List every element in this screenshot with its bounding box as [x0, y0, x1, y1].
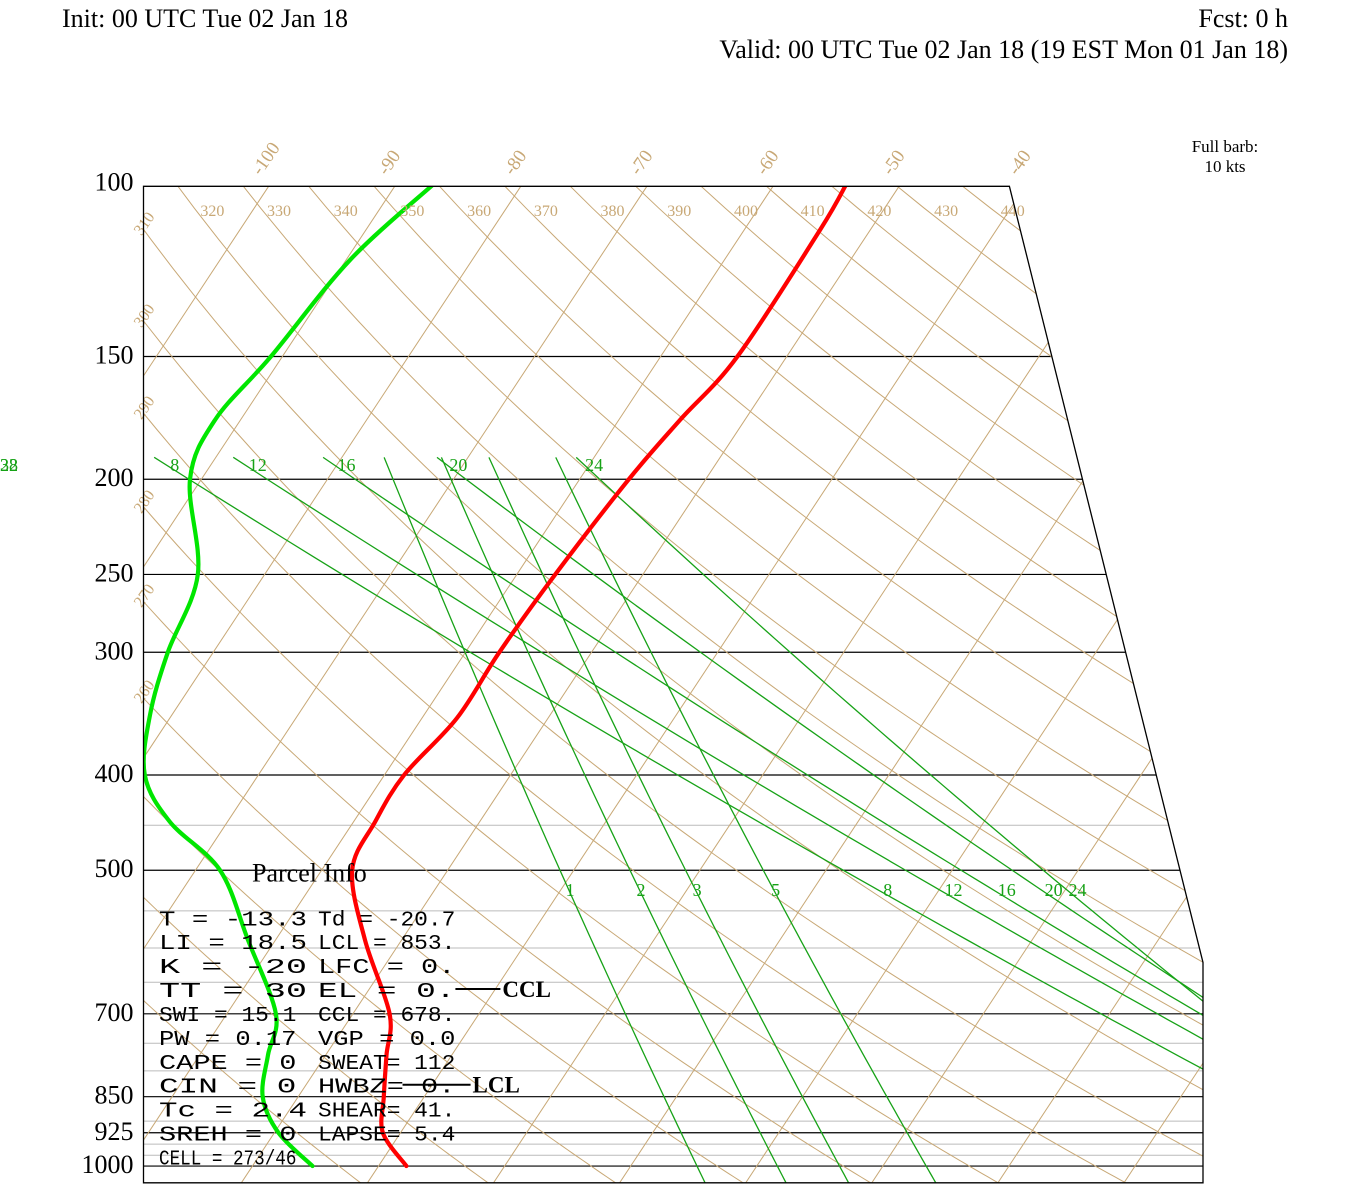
- svg-text:350: 350: [400, 203, 424, 220]
- svg-text:HWBZ= 0.: HWBZ= 0.: [318, 1077, 455, 1100]
- svg-text:SWEAT= 112: SWEAT= 112: [318, 1053, 455, 1076]
- svg-text:CIN = 0: CIN = 0: [159, 1077, 296, 1100]
- svg-text:925: 925: [95, 1117, 134, 1146]
- svg-text:700: 700: [95, 998, 134, 1027]
- svg-text:400: 400: [734, 203, 758, 220]
- svg-text:3: 3: [693, 880, 702, 900]
- svg-text:LFC = 0.: LFC = 0.: [318, 957, 455, 980]
- svg-text:16: 16: [998, 880, 1016, 900]
- svg-text:8: 8: [170, 455, 179, 475]
- svg-text:330: 330: [267, 203, 291, 220]
- svg-text:K = -20: K = -20: [159, 957, 307, 980]
- svg-text:T = -13.3: T = -13.3: [159, 909, 307, 932]
- svg-text:32: 32: [0, 455, 18, 475]
- svg-text:LCL = 853.: LCL = 853.: [318, 933, 455, 956]
- svg-text:Parcel Info: Parcel Info: [252, 858, 367, 887]
- svg-text:440: 440: [1001, 203, 1025, 220]
- svg-text:8: 8: [883, 880, 892, 900]
- svg-text:Tc = 2.4: Tc = 2.4: [159, 1101, 307, 1124]
- svg-text:Init: 00 UTC Tue 02 Jan 18: Init: 00 UTC Tue 02 Jan 18: [62, 4, 348, 33]
- svg-text:CELL = 273/46: CELL = 273/46: [159, 1149, 296, 1172]
- svg-text:420: 420: [867, 203, 891, 220]
- svg-text:1000: 1000: [82, 1150, 134, 1179]
- svg-text:12: 12: [944, 880, 962, 900]
- svg-text:16: 16: [337, 455, 355, 475]
- svg-text:430: 430: [934, 203, 958, 220]
- svg-text:LI = 18.5: LI = 18.5: [159, 933, 307, 956]
- svg-text:320: 320: [200, 203, 224, 220]
- svg-text:10 kts: 10 kts: [1204, 157, 1245, 176]
- svg-text:400: 400: [95, 759, 134, 788]
- svg-text:SHEAR= 41.: SHEAR= 41.: [318, 1101, 455, 1124]
- svg-text:100: 100: [95, 167, 134, 196]
- svg-text:20: 20: [1045, 880, 1063, 900]
- svg-text:PW = 0.17: PW = 0.17: [159, 1029, 296, 1052]
- svg-text:150: 150: [95, 340, 134, 369]
- svg-text:Fcst: 0 h: Fcst: 0 h: [1198, 4, 1288, 33]
- svg-text:850: 850: [95, 1081, 134, 1110]
- svg-text:Td = -20.7: Td = -20.7: [318, 909, 455, 932]
- svg-text:5: 5: [771, 880, 780, 900]
- svg-text:CAPE = 0: CAPE = 0: [159, 1053, 296, 1076]
- svg-text:TT = 30: TT = 30: [159, 981, 307, 1004]
- svg-text:24: 24: [585, 455, 603, 475]
- svg-text:360: 360: [467, 203, 491, 220]
- svg-text:1: 1: [566, 880, 575, 900]
- svg-text:CCL: CCL: [502, 977, 551, 1002]
- svg-text:390: 390: [667, 203, 691, 220]
- svg-text:LAPSE= 5.4: LAPSE= 5.4: [318, 1125, 455, 1148]
- svg-text:340: 340: [334, 203, 358, 220]
- svg-text:300: 300: [95, 636, 134, 665]
- svg-text:200: 200: [95, 463, 134, 492]
- svg-text:CCL = 678.: CCL = 678.: [318, 1005, 455, 1028]
- svg-text:380: 380: [601, 203, 625, 220]
- svg-text:500: 500: [95, 854, 134, 883]
- svg-text:12: 12: [249, 455, 267, 475]
- svg-text:250: 250: [95, 558, 134, 587]
- svg-text:EL = 0.: EL = 0.: [318, 981, 455, 1004]
- svg-text:24: 24: [1069, 880, 1087, 900]
- svg-text:SREH = 0: SREH = 0: [159, 1125, 296, 1148]
- svg-text:2: 2: [637, 880, 646, 900]
- svg-text:SWI = 15.1: SWI = 15.1: [159, 1005, 296, 1028]
- svg-text:20: 20: [449, 455, 467, 475]
- svg-text:Full barb:: Full barb:: [1192, 137, 1259, 156]
- svg-text:370: 370: [534, 203, 558, 220]
- svg-text:VGP = 0.0: VGP = 0.0: [318, 1029, 455, 1052]
- svg-text:410: 410: [801, 203, 825, 220]
- svg-text:Valid: 00 UTC Tue 02 Jan 18 (1: Valid: 00 UTC Tue 02 Jan 18 (19 EST Mon …: [719, 35, 1288, 64]
- svg-text:LCL: LCL: [473, 1073, 520, 1098]
